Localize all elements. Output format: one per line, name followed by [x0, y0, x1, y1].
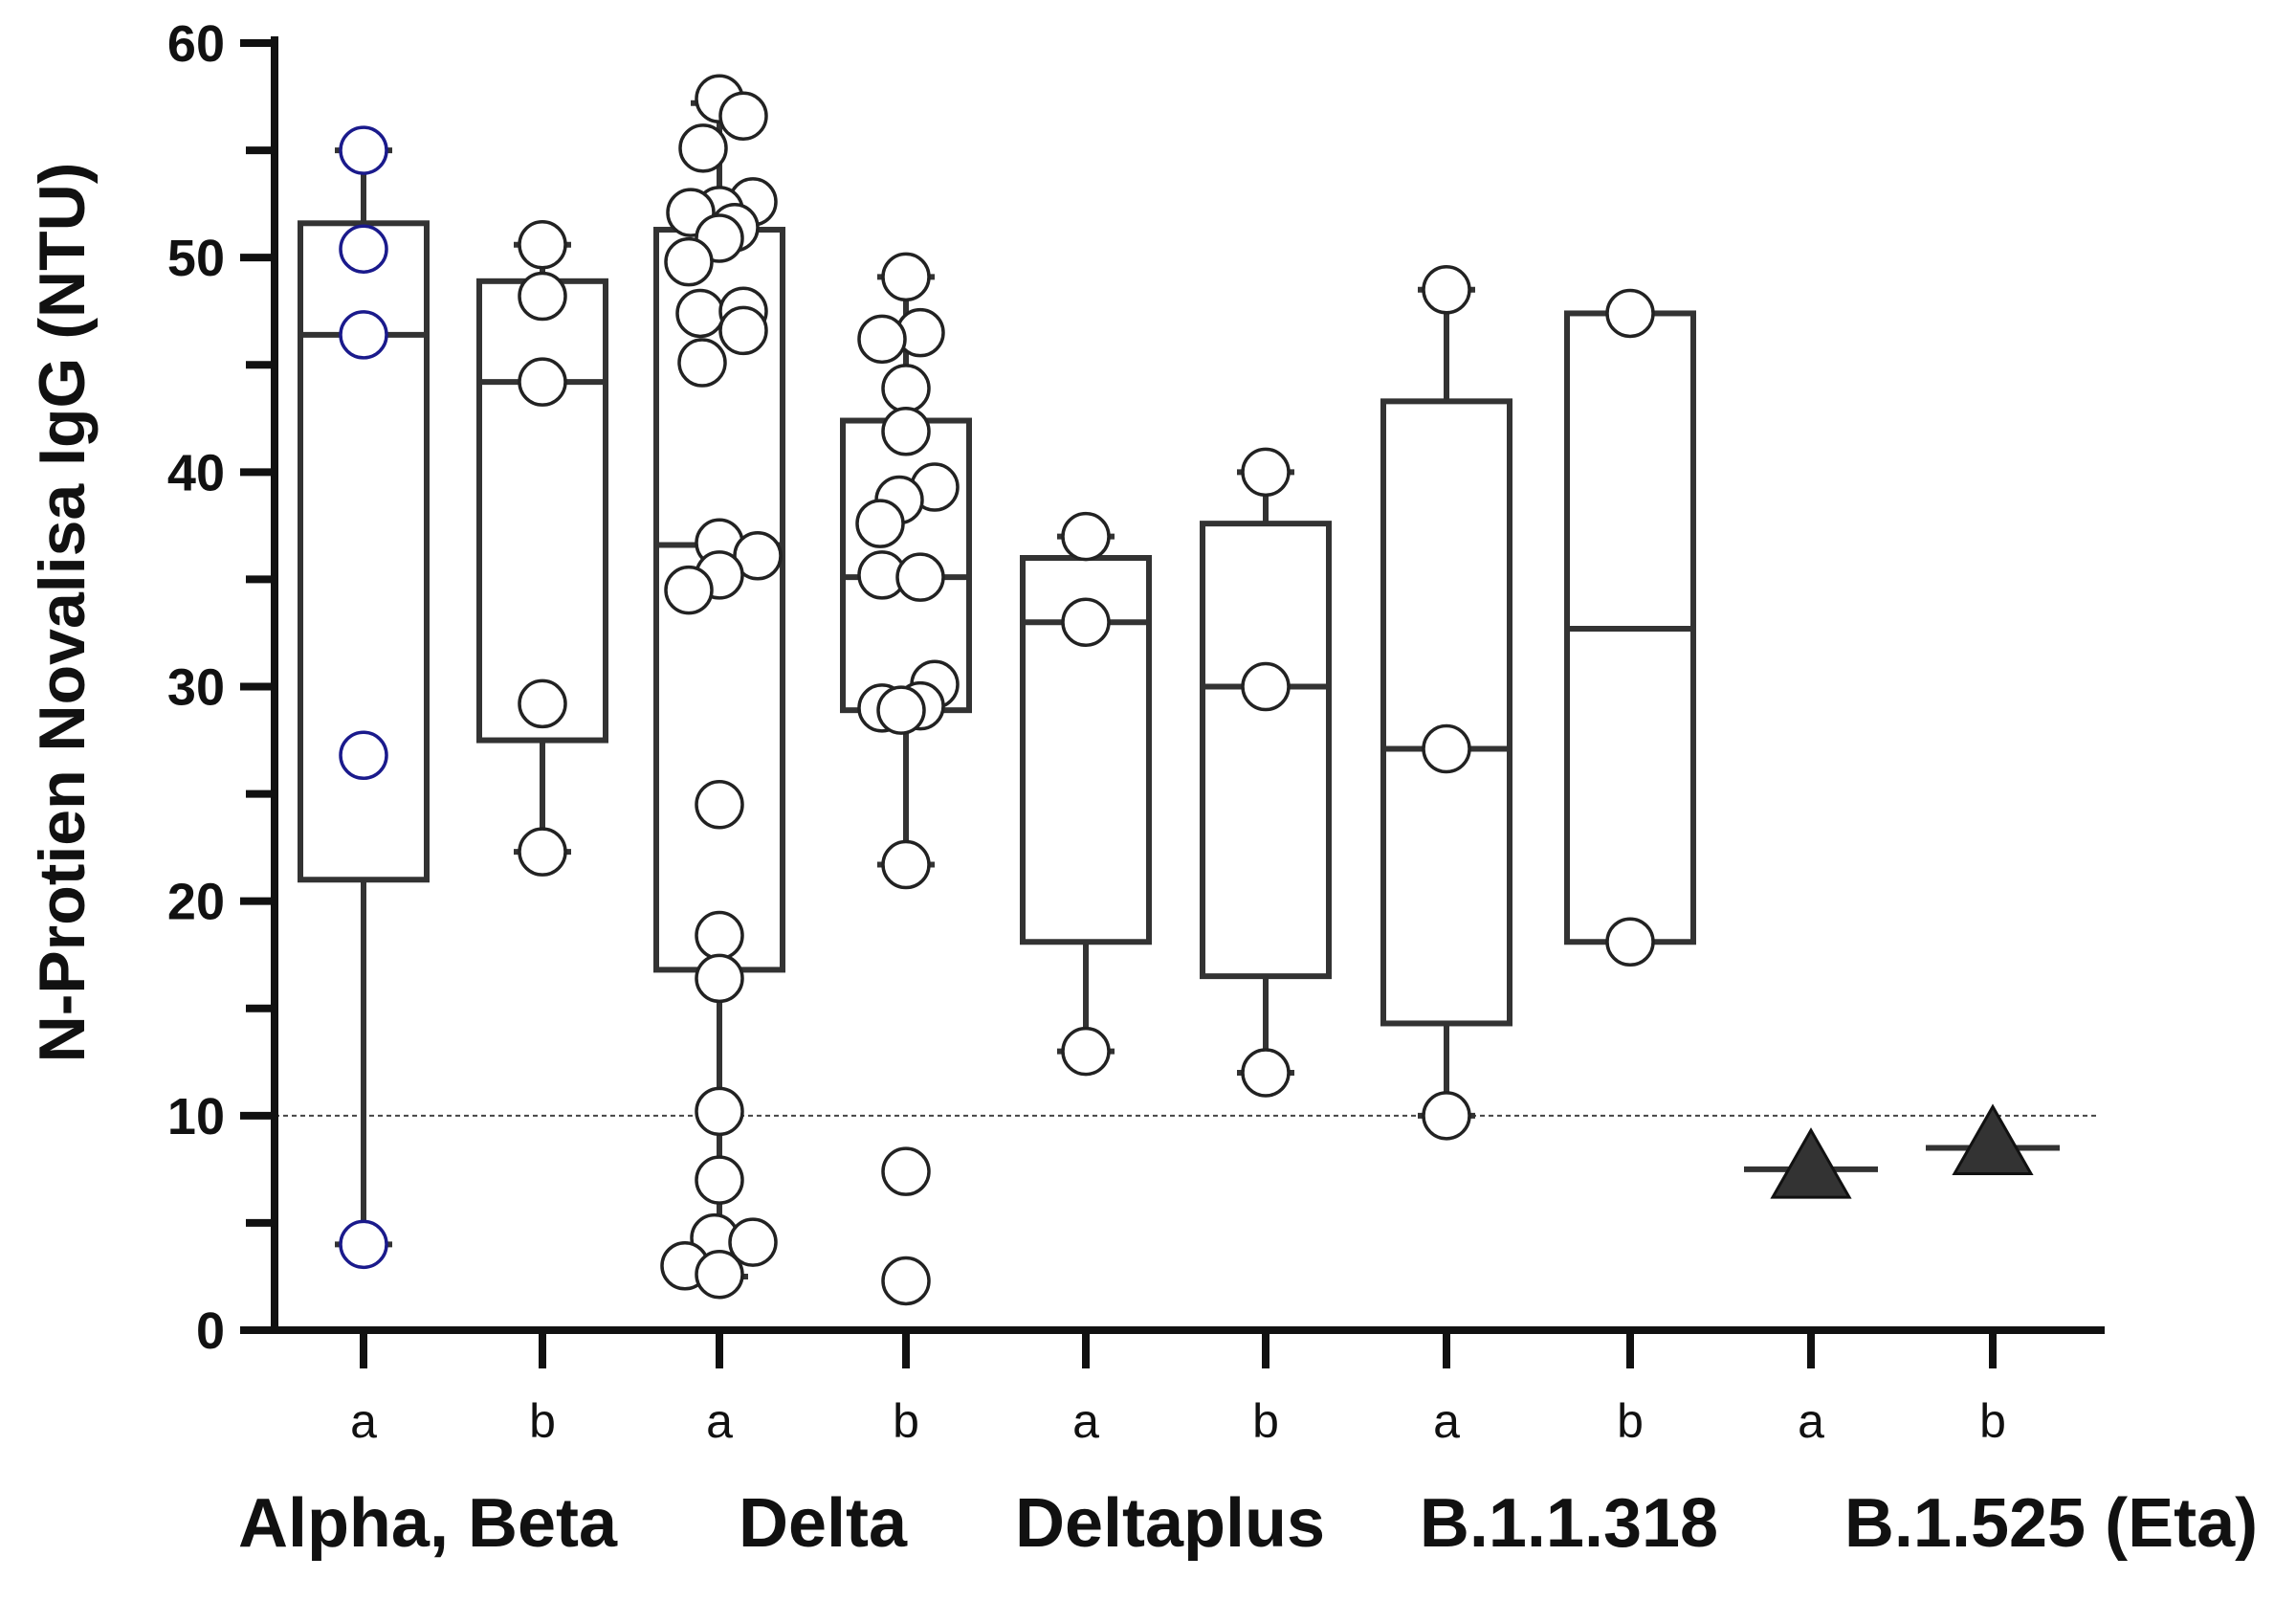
group-label: Alpha, Beta: [238, 1485, 618, 1562]
y-tick-label: 50: [167, 230, 225, 287]
x-tick-label: b: [1617, 1394, 1644, 1448]
y-tick-label: 30: [167, 659, 225, 717]
data-point: [876, 685, 926, 735]
data-point: [895, 552, 945, 602]
data-point: [678, 123, 728, 173]
x-tick-label: b: [893, 1394, 919, 1448]
data-point: [881, 839, 931, 890]
data-point: [339, 310, 388, 360]
group-label: B.1.525 (Eta): [1844, 1485, 2258, 1562]
data-point: [339, 730, 388, 780]
data-point: [1605, 917, 1655, 967]
group-label: Deltaplus: [1015, 1485, 1325, 1562]
box-series-6: [1200, 469, 1332, 1076]
x-tick-label: a: [1798, 1394, 1824, 1448]
data-point: [1241, 661, 1291, 712]
data-point: [718, 91, 768, 141]
data-point: [339, 224, 388, 274]
data-point: [695, 910, 744, 961]
data-point: [1422, 723, 1471, 774]
y-tick-label: 60: [167, 15, 225, 73]
data-point: [881, 364, 931, 413]
axes: [240, 36, 2105, 1368]
y-axis-title: N-Protien Novalisa IgG (NTU): [26, 163, 99, 1063]
data-point: [518, 678, 567, 729]
group-label: Delta: [739, 1485, 908, 1562]
y-tick-label: 40: [167, 444, 225, 501]
box-series-2: [476, 241, 608, 856]
data-point: [675, 288, 725, 339]
x-tick-label: b: [1979, 1394, 2006, 1448]
data-point: [518, 219, 567, 270]
x-tick-label: b: [1252, 1394, 1279, 1448]
data-point: [695, 1155, 744, 1205]
box: [1380, 398, 1512, 1027]
data-point: [1422, 265, 1471, 315]
box-series-7: [1380, 286, 1512, 1119]
box: [298, 220, 430, 883]
data-point: [1061, 1026, 1111, 1077]
x-tick-label: a: [706, 1394, 733, 1448]
box-series-8: [1564, 310, 1696, 945]
data-point: [518, 271, 567, 322]
data-point: [1061, 597, 1111, 647]
data-point-triangle: [1952, 1103, 2034, 1175]
y-tick-label: 20: [167, 874, 225, 931]
data-point: [677, 338, 727, 388]
data-point: [695, 780, 744, 830]
data-point: [881, 252, 931, 302]
data-point: [695, 953, 744, 1004]
data-point: [1061, 511, 1111, 562]
data-point: [857, 314, 907, 365]
data-point: [1241, 1048, 1291, 1098]
x-tick-label: a: [1433, 1394, 1460, 1448]
labels: 0 10 20 30 40 50 60 a b a b a b a b a b Alpha, Beta Delta D…: [167, 15, 2258, 1562]
data-point: [1605, 288, 1655, 339]
data-point: [1422, 1091, 1471, 1141]
data-point: [518, 357, 567, 407]
data-point: [695, 1086, 744, 1137]
data-point: [518, 827, 567, 877]
data-point: [718, 305, 768, 356]
data-point: [695, 1249, 744, 1300]
data-point: [1241, 447, 1291, 498]
x-tick-label: a: [350, 1394, 377, 1448]
data-point: [881, 1146, 931, 1196]
box: [476, 278, 608, 744]
data-point-triangle: [1770, 1127, 1852, 1199]
data-point: [881, 406, 931, 456]
y-tick-label: 0: [196, 1302, 225, 1360]
data-point: [664, 236, 714, 287]
data-point: [339, 125, 388, 175]
box-layer: [298, 100, 2060, 1279]
x-tick-label: a: [1072, 1394, 1099, 1448]
group-label: B.1.1.318: [1420, 1485, 1718, 1562]
y-tick-label: 10: [167, 1088, 225, 1145]
data-point: [339, 1219, 388, 1270]
data-point: [728, 1217, 778, 1267]
data-point: [881, 1256, 931, 1306]
data-point: [664, 565, 714, 615]
x-tick-label: b: [529, 1394, 556, 1448]
point-layer: [339, 74, 2034, 1306]
data-point: [855, 499, 905, 548]
box: [1200, 521, 1332, 980]
